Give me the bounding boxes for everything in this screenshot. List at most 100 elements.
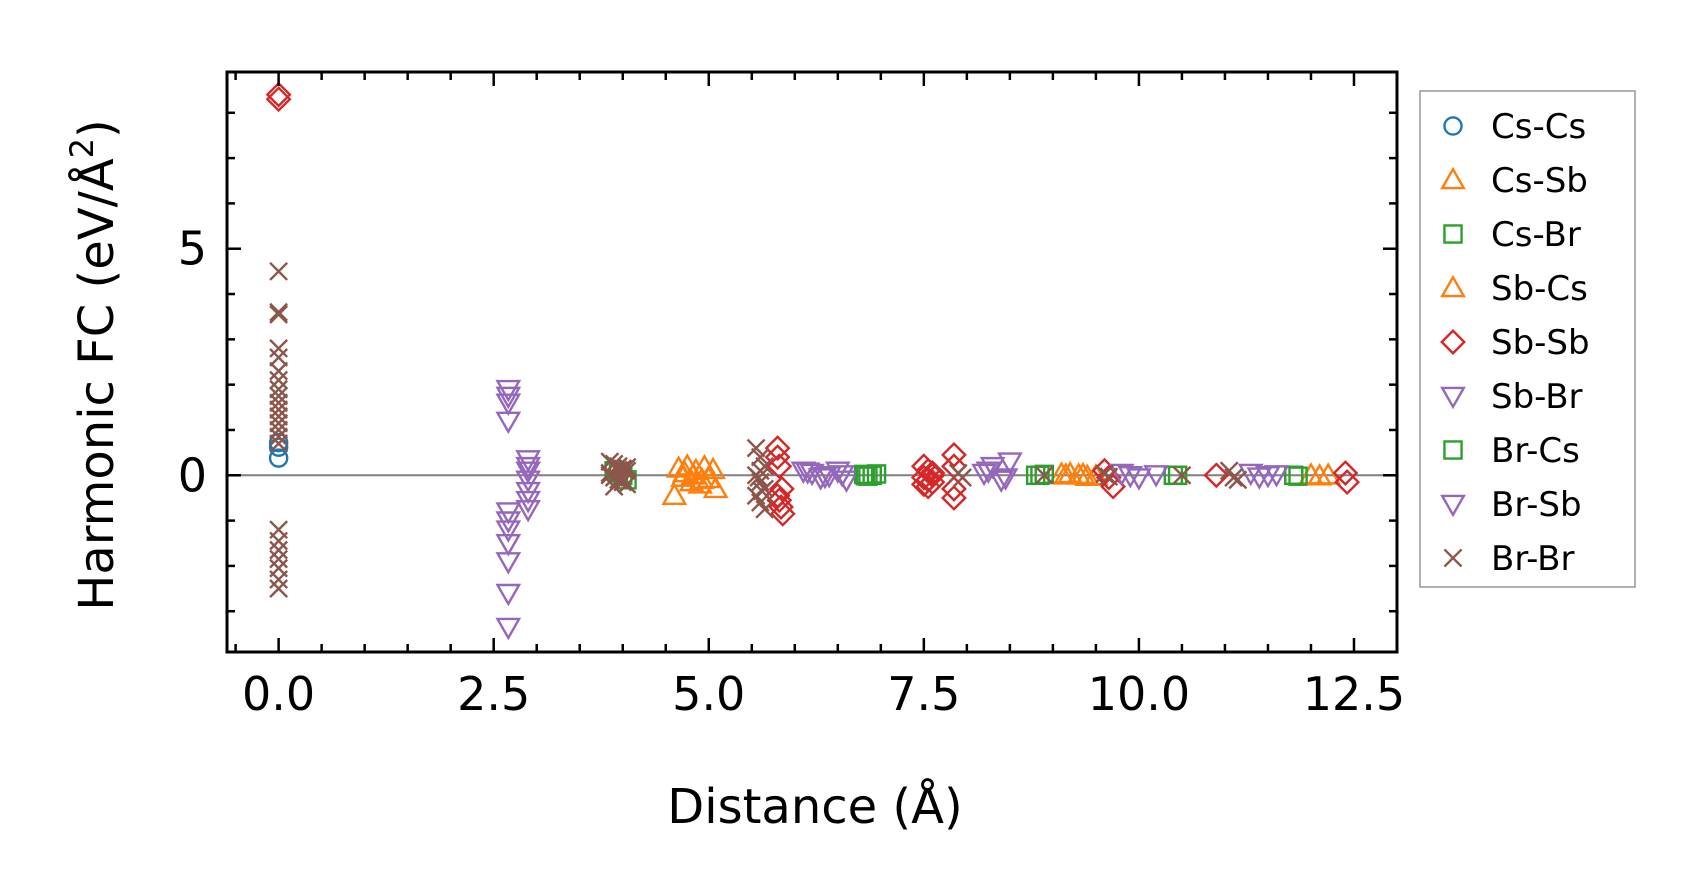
x-tick-label: 5.0 [672, 667, 745, 721]
data-point-br-br [953, 468, 972, 487]
data-point-sb-sb [941, 484, 967, 511]
data-point-sb-br [971, 463, 997, 487]
data-point-sb-sb [910, 471, 937, 498]
data-point-br-br [269, 540, 289, 560]
data-point-sb-sb [941, 441, 967, 468]
data-point-sb-sb [768, 494, 794, 520]
data-point-br-sb [1143, 465, 1169, 488]
data-point-br-br [269, 393, 289, 413]
data-point-sb-br [996, 452, 1023, 475]
data-point-br-br [269, 406, 289, 426]
y-axis-label-main: Harmonic FC (eV/Å [68, 158, 125, 611]
data-point-br-sb [1126, 468, 1152, 491]
data-point-sb-sb [766, 453, 793, 480]
data-point-br-cs [1167, 465, 1188, 486]
data-point-br-br [1224, 468, 1243, 487]
legend-marker-br-br [1443, 548, 1463, 568]
data-point-sb-br [495, 386, 522, 410]
data-point-br-br [1099, 467, 1119, 487]
data-point-cs-sb [1057, 460, 1083, 484]
data-point-sb-br [495, 583, 522, 607]
data-point-br-br [752, 481, 772, 501]
data-point-sb-br [515, 450, 541, 473]
data-point-br-br [269, 370, 289, 390]
data-point-sb-br [495, 411, 522, 435]
data-point-br-br [617, 457, 637, 477]
legend-marker-cs-cs [1443, 116, 1463, 136]
data-point-sb-sb [1203, 462, 1230, 489]
data-point-br-br [269, 420, 289, 440]
data-point-br-br [269, 305, 289, 324]
data-point-br-cs [1284, 465, 1304, 486]
data-point-br-sb [975, 461, 1002, 484]
legend-label-cs-sb: Cs-Sb [1491, 161, 1588, 201]
legend-marker-cs-br [1443, 224, 1463, 244]
data-point-br-br [269, 413, 289, 433]
data-point-sb-br [515, 470, 541, 494]
data-point-sb-sb [764, 444, 791, 471]
legend-marker-br-cs [1443, 440, 1463, 460]
data-point-sb-br [495, 552, 522, 575]
data-point-br-sb [1117, 465, 1144, 489]
data-point-br-sb [812, 466, 838, 490]
data-point-sb-sb [769, 500, 796, 527]
data-point-sb-cs [1052, 462, 1079, 485]
series-br-br [269, 261, 1248, 598]
series-sb-cs [671, 459, 1333, 490]
data-point-br-br [269, 302, 289, 322]
data-point-sb-cs [1070, 461, 1096, 485]
y-tick-label: 5 [178, 222, 207, 276]
data-point-sb-sb [1334, 469, 1361, 496]
data-point-sb-sb [910, 464, 937, 491]
data-point-cs-sb [661, 482, 688, 505]
data-point-sb-sb [941, 475, 967, 502]
data-point-sb-br [495, 617, 522, 641]
data-point-cs-cs [268, 448, 289, 468]
legend-label-sb-cs: Sb-Cs [1491, 269, 1588, 309]
data-point-sb-br [495, 520, 522, 543]
data-point-sb-sb [919, 460, 946, 486]
legend: Cs-Cs Cs-Sb Cs-Br Sb-Cs Sb-Sb Sb-Br Br-Cs Br-Sb… [1419, 90, 1636, 588]
x-tick-label: 12.5 [1303, 667, 1405, 721]
data-point-br-br [269, 339, 289, 358]
data-point-br-sb [992, 468, 1019, 491]
legend-label-br-cs: Br-Cs [1491, 431, 1580, 471]
data-point-sb-sb [265, 81, 292, 108]
data-point-br-br [269, 400, 289, 419]
data-point-br-sb [1108, 463, 1135, 487]
data-point-br-br [755, 499, 775, 519]
plot-frame [225, 70, 1399, 654]
data-point-br-sb [1263, 465, 1290, 488]
legend-label-cs-cs: Cs-Cs [1491, 107, 1586, 147]
data-point-br-br [269, 361, 289, 381]
legend-label-br-br: Br-Br [1491, 539, 1575, 579]
data-point-br-br [269, 379, 289, 399]
y-axis-label-superscript: 2 [63, 138, 101, 158]
data-point-br-sb [1237, 463, 1264, 487]
legend-marker-cs-sb [1440, 166, 1466, 190]
data-point-br-br [269, 531, 289, 551]
y-axis-label: Harmonic FC (eV/Å2) [63, 119, 125, 611]
data-point-br-br [269, 261, 289, 281]
x-tick-label: 0.0 [242, 667, 315, 721]
data-point-cs-br [866, 464, 887, 484]
data-point-sb-br [979, 456, 1006, 480]
data-point-sb-sb [1332, 460, 1359, 486]
data-point-br-sb [829, 465, 855, 488]
data-point-sb-br [515, 499, 541, 523]
tick-labels: 0.0 2.5 5.0 7.5 10.0 12.5 0 5 [178, 222, 1405, 721]
data-point-sb-br [495, 393, 522, 416]
data-point-br-cs [855, 465, 876, 486]
data-point-sb-br [495, 533, 522, 557]
data-point-sb-sb [768, 475, 795, 502]
data-point-br-br [750, 447, 770, 467]
data-point-br-br [613, 469, 633, 489]
legend-label-cs-br: Cs-Br [1491, 215, 1581, 255]
legend-marker-sb-br [1440, 386, 1466, 410]
data-point-br-cs [1030, 465, 1050, 486]
data-point-br-br [613, 472, 633, 492]
data-point-sb-br [988, 470, 1015, 494]
data-point-br-br [269, 570, 289, 589]
data-point-br-br [269, 434, 289, 453]
